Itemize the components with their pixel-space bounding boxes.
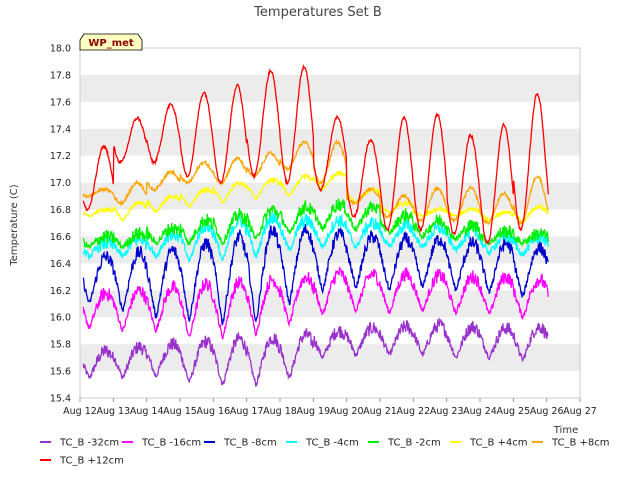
station-label: WP_met bbox=[88, 38, 134, 49]
y-axis-label: Temperature (C) bbox=[9, 184, 20, 266]
y-tick-label: 17.8 bbox=[50, 70, 71, 81]
series-line bbox=[82, 266, 549, 340]
x-tick-label: Aug 14 bbox=[130, 406, 164, 417]
legend-entry: TC_B -4cm bbox=[305, 438, 359, 449]
y-tick-label: 16.4 bbox=[50, 259, 71, 270]
x-axis-label: Time bbox=[553, 425, 578, 436]
x-tick-label: Aug 27 bbox=[563, 406, 597, 417]
x-tick-label: Aug 13 bbox=[96, 406, 130, 417]
grid-band bbox=[80, 128, 580, 156]
x-tick-label: Aug 17 bbox=[230, 406, 264, 417]
y-tick-label: 17.2 bbox=[50, 151, 71, 162]
y-tick-label: 17.6 bbox=[50, 97, 71, 108]
y-tick-label: 15.6 bbox=[50, 367, 71, 378]
x-axis-ticks: Aug 12 Aug 13 Aug 14 Aug 15 Aug 16 Aug 17 Aug … bbox=[63, 398, 597, 417]
legend: TC_B -32cm TC_B -16cm TC_B -8cm TC_B -4cm TC… bbox=[40, 438, 610, 467]
plot-frame bbox=[79, 47, 581, 399]
x-tick-label: Aug 25 bbox=[496, 406, 530, 417]
legend-entry: TC_B +4cm bbox=[469, 438, 528, 449]
x-tick-label: Aug 16 bbox=[196, 406, 230, 417]
legend-entry: TC_B -8cm bbox=[223, 438, 277, 449]
legend-entry: TC_B -32cm bbox=[59, 438, 119, 449]
x-tick-label: Aug 15 bbox=[163, 406, 197, 417]
x-tick-label: Aug 19 bbox=[296, 406, 330, 417]
y-tick-label: 18.0 bbox=[50, 44, 71, 55]
series-line bbox=[82, 317, 549, 387]
x-tick-label: Aug 18 bbox=[263, 406, 297, 417]
x-tick-label: Aug 20 bbox=[330, 406, 364, 417]
x-tick-label: Aug 21 bbox=[363, 406, 397, 417]
y-tick-label: 16.6 bbox=[50, 232, 71, 243]
x-tick-label: Aug 26 bbox=[530, 406, 564, 417]
y-tick-label: 17.0 bbox=[50, 178, 71, 189]
legend-entry: TC_B -16cm bbox=[141, 438, 201, 449]
x-tick-label: Aug 23 bbox=[430, 406, 464, 417]
y-tick-label: 16.0 bbox=[50, 313, 71, 324]
y-tick-label: 15.8 bbox=[50, 340, 71, 351]
x-tick-label: Aug 22 bbox=[396, 406, 430, 417]
grid-band bbox=[80, 182, 580, 210]
chart-title: Temperatures Set B bbox=[253, 5, 382, 20]
y-tick-label: 17.4 bbox=[50, 124, 71, 135]
legend-entry: TC_B +8cm bbox=[551, 438, 610, 449]
y-tick-label: 16.8 bbox=[50, 205, 71, 216]
legend-entry: TC_B -2cm bbox=[387, 438, 441, 449]
grid-band bbox=[80, 344, 580, 372]
y-axis-ticks: 15.4 15.6 15.8 16.0 16.2 16.4 16.6 16.8 17.0 17.2… bbox=[50, 44, 71, 405]
series-lines bbox=[82, 63, 549, 387]
series-line bbox=[82, 224, 549, 327]
series-line bbox=[82, 63, 549, 245]
y-tick-label: 15.4 bbox=[50, 394, 71, 405]
y-tick-label: 16.2 bbox=[50, 286, 71, 297]
x-tick-label: Aug 24 bbox=[463, 406, 497, 417]
x-tick-label: Aug 12 bbox=[63, 406, 97, 417]
legend-entry: TC_B +12cm bbox=[59, 456, 124, 467]
series-line bbox=[82, 198, 549, 250]
station-label-box: WP_met bbox=[79, 33, 143, 51]
series-line bbox=[82, 170, 549, 224]
grid-band bbox=[80, 74, 580, 102]
